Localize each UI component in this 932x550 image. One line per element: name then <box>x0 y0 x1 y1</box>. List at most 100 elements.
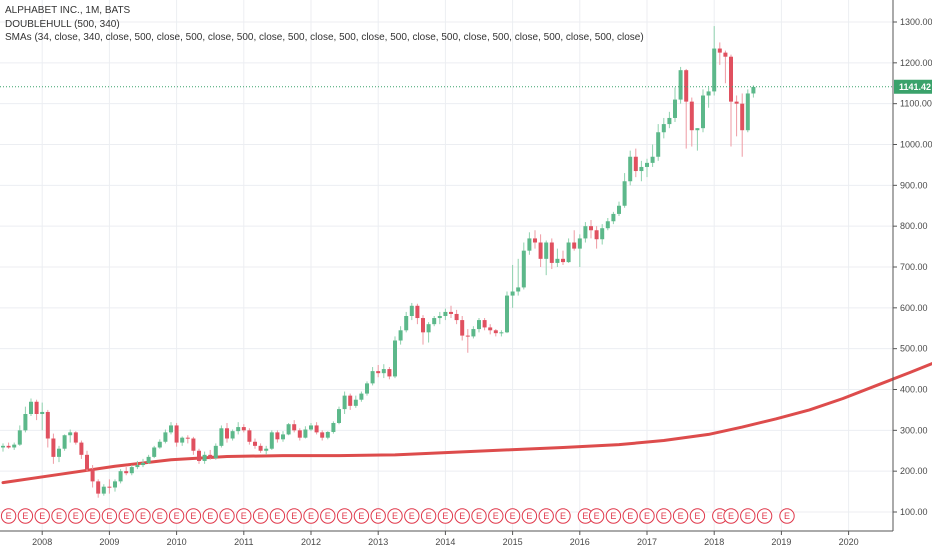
candle-body <box>645 162 649 167</box>
earnings-marker-circle <box>370 508 386 524</box>
earnings-marker-label: E <box>325 511 331 521</box>
candle-body <box>96 481 101 494</box>
price-tick-label: 900.00 <box>900 180 928 190</box>
time-tick-label: 2017 <box>637 537 657 547</box>
candle <box>393 336 397 379</box>
candle-body <box>107 486 112 488</box>
candle-body <box>180 437 185 443</box>
candle-body <box>269 432 274 449</box>
earnings-marker[interactable]: E <box>672 508 689 524</box>
earnings-marker[interactable]: E <box>168 508 185 524</box>
earnings-marker-circle <box>437 508 454 524</box>
candle <box>40 402 45 431</box>
earnings-marker[interactable]: E <box>555 508 571 524</box>
earnings-marker[interactable]: E <box>712 508 728 524</box>
earnings-marker[interactable]: E <box>68 508 84 524</box>
earnings-marker[interactable]: E <box>236 508 252 524</box>
earnings-marker[interactable]: E <box>740 508 756 524</box>
candle-body <box>202 454 207 461</box>
candle <box>79 440 84 459</box>
candle-body <box>258 445 263 451</box>
candle <box>426 322 431 343</box>
earnings-marker[interactable]: E <box>622 508 638 524</box>
candle <box>96 479 101 498</box>
earnings-marker[interactable]: E <box>588 508 605 524</box>
earnings-marker[interactable]: E <box>17 508 34 524</box>
earnings-marker[interactable]: E <box>320 508 336 524</box>
earnings-marker[interactable]: E <box>185 508 202 524</box>
time-axis[interactable]: 2008 2009 2010 2011 2012 2013 2014 2015 2016 2017… <box>0 530 893 547</box>
earnings-marker[interactable]: E <box>471 508 487 524</box>
candle-body <box>45 411 50 439</box>
earnings-marker[interactable]: E <box>454 508 470 524</box>
earnings-marker[interactable]: E <box>538 508 554 524</box>
earnings-marker[interactable]: E <box>756 508 773 524</box>
candle <box>292 420 297 433</box>
candle-body <box>510 291 515 296</box>
earnings-marker[interactable]: E <box>689 508 706 524</box>
earnings-marker[interactable]: E <box>404 508 420 524</box>
candle-body <box>650 156 655 163</box>
earnings-marker[interactable]: E <box>286 508 302 524</box>
earnings-marker[interactable]: E <box>135 508 151 524</box>
earnings-marker[interactable]: E <box>152 508 168 524</box>
candle-body <box>723 52 728 57</box>
earnings-marker[interactable]: E <box>118 508 134 524</box>
earnings-marker[interactable]: E <box>269 508 286 524</box>
earnings-marker[interactable]: E <box>202 508 218 524</box>
earnings-marker[interactable]: E <box>488 508 504 524</box>
earnings-marker[interactable]: E <box>605 508 622 524</box>
earnings-marker[interactable]: E <box>779 508 795 524</box>
candle-body <box>432 318 437 325</box>
earnings-marker-label: E <box>426 511 432 521</box>
candle <box>146 454 151 464</box>
candle <box>73 431 78 445</box>
candle <box>729 54 733 147</box>
earnings-marker-circle <box>672 508 689 524</box>
earnings-marker-label: E <box>459 511 465 521</box>
earnings-marker-label: E <box>610 511 616 521</box>
earnings-marker[interactable]: E <box>101 508 118 524</box>
symbol-title[interactable]: ALPHABET INC., 1M, BATS <box>5 5 131 16</box>
candle-body <box>152 447 157 457</box>
indicator-smas[interactable]: SMAs (34, close, 340, close, 500, close,… <box>5 32 644 43</box>
candle-body <box>706 91 711 96</box>
earnings-marker[interactable]: E <box>504 508 521 524</box>
candle-body <box>381 369 386 374</box>
earnings-marker[interactable]: E <box>370 508 386 524</box>
earnings-marker[interactable]: E <box>34 508 50 524</box>
candle <box>398 326 403 345</box>
candle-body <box>225 428 229 439</box>
earnings-marker[interactable]: E <box>252 508 269 524</box>
earnings-marker-label: E <box>543 511 549 521</box>
earnings-marker[interactable]: E <box>303 508 319 524</box>
earnings-marker[interactable]: E <box>51 508 67 524</box>
earnings-marker[interactable]: E <box>723 508 739 524</box>
earnings-marker[interactable]: E <box>639 508 655 524</box>
earnings-marker[interactable]: E <box>0 508 17 524</box>
earnings-marker-label: E <box>22 511 28 521</box>
earnings-marker[interactable]: E <box>420 508 437 524</box>
earnings-marker[interactable]: E <box>437 508 454 524</box>
earnings-marker[interactable]: E <box>387 508 403 524</box>
earnings-marker[interactable]: E <box>84 508 101 524</box>
price-tick-label: 200.00 <box>900 466 928 476</box>
earnings-marker[interactable]: E <box>521 508 538 524</box>
earnings-marker-label: E <box>224 511 230 521</box>
candle <box>174 422 179 447</box>
candle-body <box>695 128 700 131</box>
earnings-marker-label: E <box>627 511 633 521</box>
earnings-marker[interactable]: E <box>353 508 370 524</box>
earnings-marker[interactable]: E <box>336 508 353 524</box>
candle <box>152 445 157 459</box>
earnings-marker[interactable]: E <box>656 508 672 524</box>
candle-body <box>247 430 252 442</box>
candle <box>617 201 621 216</box>
indicator-doublehull[interactable]: DOUBLEHULL (500, 340) <box>5 18 120 30</box>
candle-body <box>157 441 162 448</box>
earnings-marker[interactable]: E <box>219 508 235 524</box>
price-axis[interactable]: 100.00 200.00 300.00 400.00 500.00 600.00 700.… <box>892 0 932 531</box>
candle-body <box>141 463 145 466</box>
